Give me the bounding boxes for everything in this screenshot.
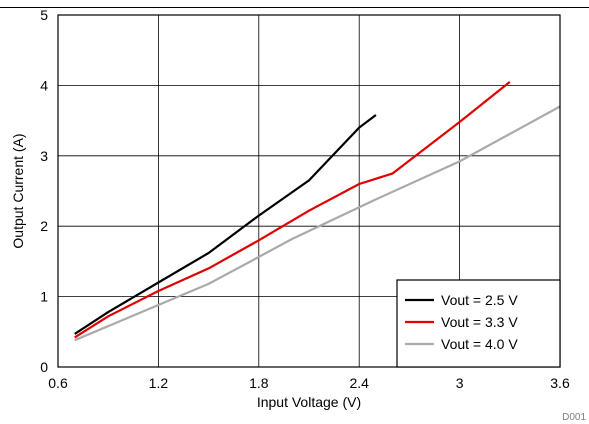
x-tick-label: 1.2	[149, 375, 169, 391]
series-line-2	[74, 81, 511, 339]
figure-id-label: D001	[562, 412, 586, 423]
x-tick-label: 3	[456, 375, 464, 391]
legend-entry: Vout = 2.5 V	[441, 292, 518, 308]
y-tick-label: 0	[40, 359, 48, 375]
series-line-3	[74, 105, 561, 342]
legend-entry: Vout = 3.3 V	[441, 314, 518, 330]
tick-labels: 0.6 1.2 1.8 2.4 3 3.6 0 1 2 3 4 5	[40, 7, 570, 391]
y-tick-label: 2	[40, 218, 48, 234]
x-tick-label: 2.4	[349, 375, 369, 391]
y-axis-label: Output Current (A)	[10, 133, 26, 248]
gridlines	[58, 15, 560, 367]
legend: Vout = 2.5 V Vout = 3.3 V Vout = 4.0 V	[396, 279, 561, 368]
x-tick-label: 0.6	[48, 375, 68, 391]
series-line-1	[74, 114, 377, 335]
legend-box	[396, 279, 561, 368]
legend-entry: Vout = 4.0 V	[441, 336, 518, 352]
x-axis-label: Input Voltage (V)	[257, 394, 361, 410]
plot-frame	[57, 14, 561, 368]
y-tick-label: 4	[40, 77, 48, 93]
x-tick-label: 1.8	[249, 375, 269, 391]
series-lines	[74, 81, 561, 342]
y-tick-label: 1	[40, 289, 48, 305]
y-tick-label: 3	[40, 148, 48, 164]
x-tick-label: 3.6	[550, 375, 570, 391]
y-tick-label: 5	[40, 7, 48, 23]
